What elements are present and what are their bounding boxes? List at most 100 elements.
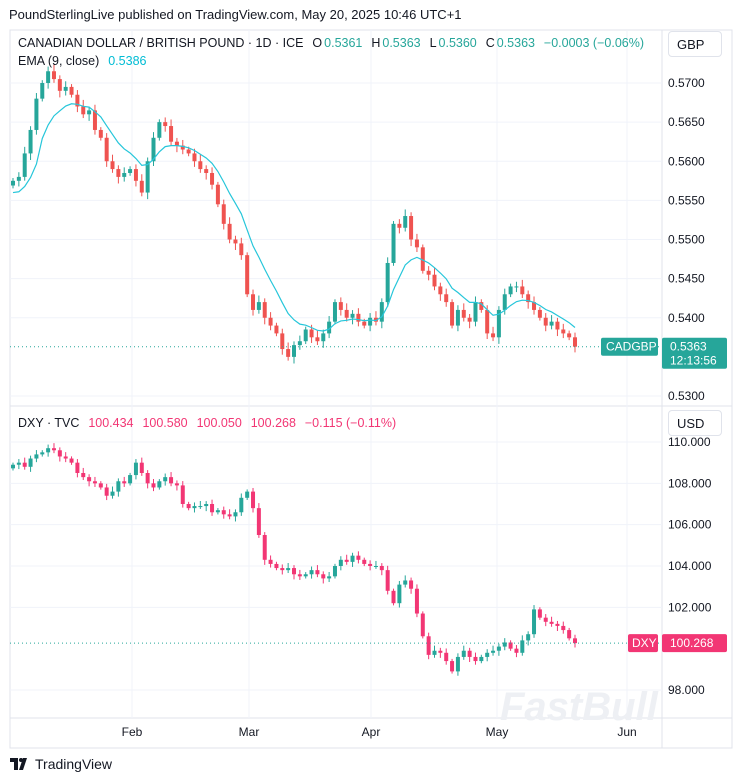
candle-body: [274, 325, 279, 334]
candle-body: [192, 153, 197, 162]
candle-body: [180, 145, 185, 150]
candle-body: [280, 568, 285, 571]
candle-body: [57, 79, 62, 91]
candle-body: [28, 129, 33, 154]
price-tick-label: 0.5300: [668, 389, 705, 403]
candle-body: [561, 329, 566, 334]
candle-body: [245, 255, 250, 295]
candle-body: [87, 110, 92, 115]
low-value: 0.5360: [438, 36, 477, 50]
candle-body: [239, 497, 244, 513]
candle-body: [262, 302, 267, 318]
candle-body: [327, 321, 332, 334]
candle-body: [368, 563, 373, 566]
candle-body: [16, 176, 21, 181]
high-label: H: [371, 36, 381, 50]
candle-body: [122, 481, 127, 484]
candle-body: [526, 634, 531, 641]
candle-body: [543, 317, 548, 326]
price-tag-bg: [662, 634, 727, 653]
candle-body: [133, 462, 138, 476]
currency-gbp[interactable]: GBP: [668, 31, 722, 57]
candle-body: [51, 448, 56, 451]
candle-body: [414, 239, 419, 248]
candle-body: [526, 294, 531, 303]
candle-body: [245, 491, 250, 498]
time-tick-label: May: [486, 725, 509, 739]
dxy-low: 100.050: [196, 416, 242, 430]
candle-body: [256, 302, 261, 310]
candle-body: [75, 462, 80, 473]
candle-body: [40, 452, 45, 455]
candle-body: [157, 481, 162, 488]
candle-body: [34, 454, 39, 459]
close-label: C: [485, 36, 495, 50]
price-tick-label: 108.000: [668, 476, 712, 490]
candle-body: [549, 321, 554, 326]
candle-body: [116, 481, 121, 492]
countdown-timer: 12:13:56: [670, 354, 717, 368]
candle-body: [555, 321, 560, 330]
candle-body: [338, 559, 343, 566]
ema-label: EMA (9, close): [18, 54, 100, 68]
candle-body: [485, 309, 490, 334]
candle-body: [549, 621, 554, 624]
candle-body: [496, 309, 501, 338]
candle-body: [537, 309, 542, 318]
candle-body: [169, 126, 174, 142]
candle-body: [467, 317, 472, 322]
candle-body: [221, 510, 226, 515]
candle-body: [537, 609, 542, 618]
candle-body: [397, 584, 402, 604]
candle-body: [479, 656, 484, 662]
currency-usd[interactable]: USD: [668, 410, 722, 436]
symbol-tag: DXY: [632, 636, 657, 650]
candle-body: [373, 566, 378, 567]
candle-body: [92, 110, 97, 130]
open-value: 0.5361: [324, 36, 363, 50]
price-tick-label: 104.000: [668, 559, 712, 573]
candle-body: [180, 485, 185, 504]
candle-body: [385, 570, 390, 591]
time-tick-label: Feb: [122, 725, 143, 739]
dxy-open: 100.434: [88, 416, 134, 430]
candle-body: [151, 483, 156, 488]
candle-body: [128, 475, 133, 484]
candle-body: [28, 458, 33, 467]
candle-body: [344, 559, 349, 562]
candle-body: [63, 86, 68, 91]
candle-body: [555, 623, 560, 626]
close-value: 0.5363: [496, 36, 535, 50]
candle-body: [268, 317, 273, 326]
price-tick-label: 98.000: [668, 683, 705, 697]
candle-body: [81, 106, 86, 115]
candle-body: [81, 473, 86, 478]
candle-body: [233, 512, 238, 517]
candle-body: [420, 613, 425, 637]
candle-body: [450, 661, 455, 672]
candle-body: [368, 317, 373, 326]
ema-line: [12, 103, 576, 332]
candle-body: [502, 642, 507, 647]
candle-body: [186, 504, 191, 509]
candle-body: [373, 317, 378, 322]
tradingview-icon: [10, 758, 27, 770]
candle-body: [186, 149, 191, 154]
candle-body: [215, 184, 220, 205]
candle-body: [198, 161, 203, 170]
candle-body: [450, 302, 455, 326]
ema-value: 0.5386: [108, 54, 147, 68]
price-tick-label: 0.5550: [668, 193, 705, 207]
candle-body: [251, 491, 256, 509]
candle-body: [128, 169, 133, 173]
tradingview-logo[interactable]: TradingView: [10, 756, 112, 772]
candle-body: [403, 216, 408, 228]
symbol-tag-bg: [628, 634, 658, 653]
candle-body: [87, 477, 92, 482]
dxy-high: 100.580: [142, 416, 188, 430]
symbol-tag: CADGBP: [606, 340, 657, 354]
candle-body: [210, 504, 215, 513]
candle-body: [496, 646, 501, 651]
candle-body: [409, 216, 414, 240]
